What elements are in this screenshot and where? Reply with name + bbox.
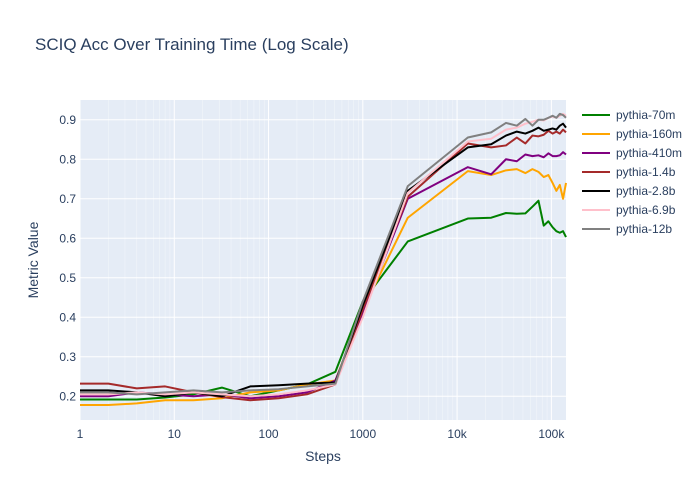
plot-area <box>80 100 566 420</box>
y-tick-label: 0.6 <box>59 231 76 245</box>
y-axis-ticks: 0.2 0.3 0.4 0.5 0.6 0.7 0.8 0.9 <box>59 113 76 404</box>
y-axis-title: Metric Value <box>25 221 41 298</box>
legend-label[interactable]: pythia-1.4b <box>616 165 676 179</box>
legend[interactable]: pythia-70m pythia-160m pythia-410m pythia-1… <box>582 108 682 236</box>
y-tick-label: 0.9 <box>59 113 76 127</box>
legend-label[interactable]: pythia-160m <box>616 127 682 141</box>
series-line-pythia-160m <box>80 168 567 406</box>
y-tick-label: 0.8 <box>59 152 76 166</box>
series-layer <box>80 112 567 406</box>
legend-label[interactable]: pythia-2.8b <box>616 184 676 198</box>
legend-label[interactable]: pythia-12b <box>616 222 672 236</box>
legend-label[interactable]: pythia-70m <box>616 108 675 122</box>
y-tick-label: 0.5 <box>59 271 76 285</box>
x-tick-label: 1 <box>77 427 84 441</box>
x-axis-title: Steps <box>305 448 341 464</box>
y-tick-label: 0.4 <box>59 310 76 324</box>
y-tick-label: 0.3 <box>59 350 76 364</box>
x-tick-label: 10 <box>168 427 182 441</box>
grid <box>79 100 566 420</box>
series-line-pythia-410m <box>80 151 567 400</box>
y-tick-label: 0.2 <box>59 389 76 403</box>
legend-label[interactable]: pythia-410m <box>616 146 682 160</box>
legend-label[interactable]: pythia-6.9b <box>616 203 676 217</box>
x-tick-label: 10k <box>447 427 467 441</box>
x-tick-label: 100k <box>538 427 565 441</box>
series-line-pythia-12b <box>80 112 567 396</box>
chart-title: SCIQ Acc Over Training Time (Log Scale) <box>35 35 349 54</box>
y-tick-label: 0.7 <box>59 192 76 206</box>
x-tick-label: 100 <box>259 427 279 441</box>
x-axis-ticks: 1 10 100 1000 10k 100k <box>77 427 566 441</box>
x-tick-label: 1000 <box>349 427 376 441</box>
